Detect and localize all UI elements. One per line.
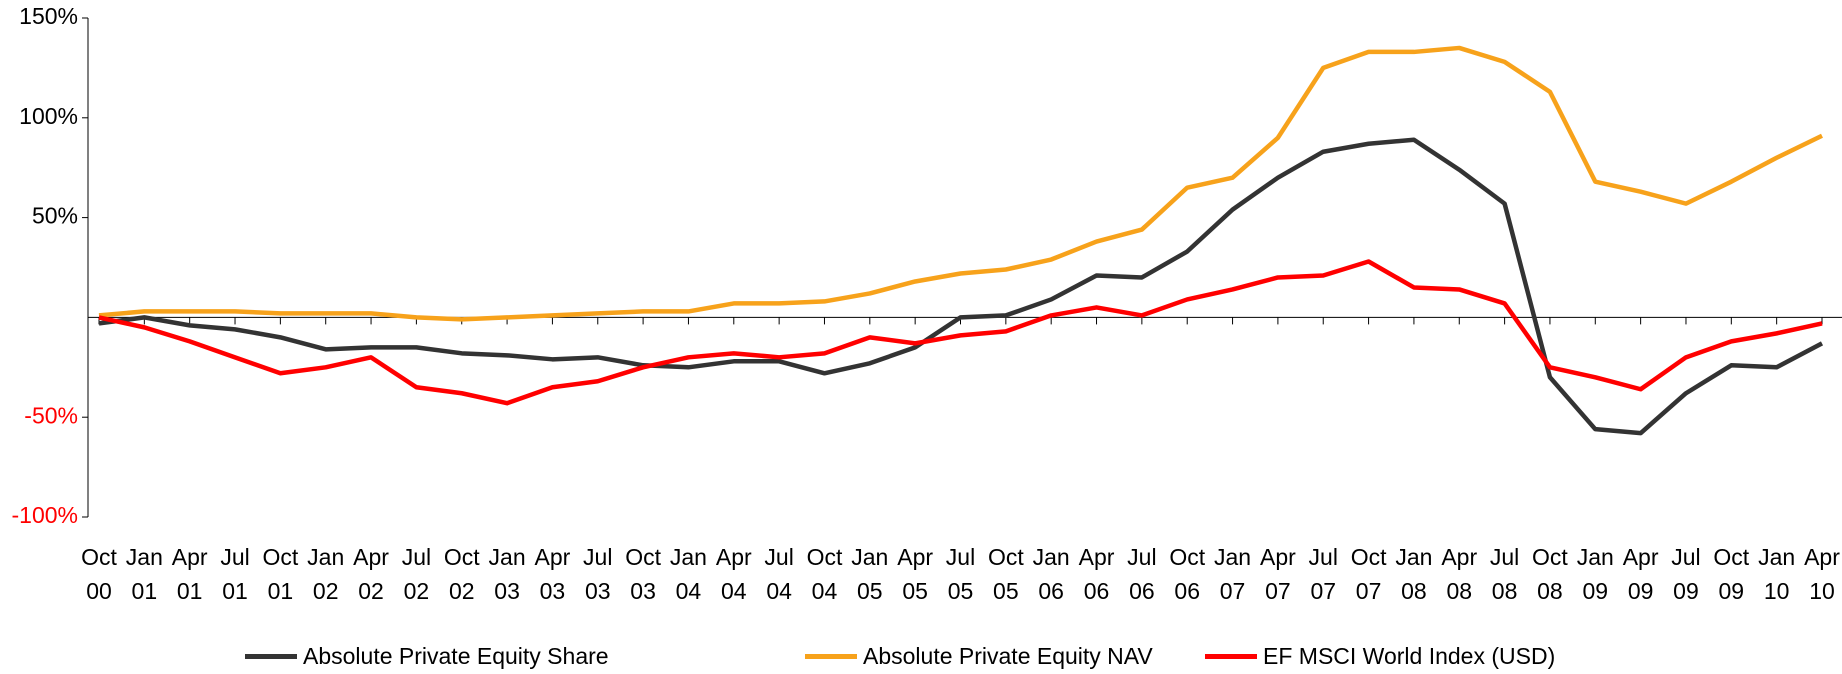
x-tick-label: Jul 09 — [1671, 544, 1701, 604]
x-tick-label: Oct 08 — [1532, 544, 1568, 604]
x-tick-label: Oct 07 — [1350, 544, 1387, 604]
x-tick-label: Jul 07 — [1308, 544, 1338, 604]
x-tick-label: Jan 03 — [488, 544, 526, 604]
x-tick-label: Oct 01 — [262, 544, 299, 604]
x-tick-label: Jan 06 — [1032, 544, 1070, 604]
y-tick-label: 100% — [19, 103, 78, 129]
x-tick-label: Apr 04 — [715, 544, 752, 604]
x-tick-label: Jul 02 — [401, 544, 432, 604]
x-tick-label: Apr 10 — [1804, 544, 1840, 604]
x-tick-label: Apr 05 — [897, 544, 934, 604]
legend-label: EF MSCI World Index (USD) — [1263, 643, 1556, 669]
x-tick-label: Jul 08 — [1489, 544, 1520, 604]
y-tick-label: 150% — [19, 3, 78, 29]
legend-item: Absolute Private Equity Share — [245, 643, 609, 670]
legend-swatch — [1205, 654, 1257, 659]
y-tick-label: 50% — [32, 203, 78, 229]
series-line — [98, 137, 1824, 436]
x-tick-label: Oct 02 — [443, 544, 480, 604]
legend-label: Absolute Private Equity NAV — [863, 643, 1153, 669]
series-line — [98, 259, 1823, 406]
legend-item: Absolute Private Equity NAV — [805, 643, 1153, 670]
x-tick-label: Jan 01 — [125, 544, 163, 604]
x-tick-label: Jul 06 — [1127, 544, 1157, 604]
x-tick-label: Oct 04 — [806, 544, 843, 604]
x-tick-label: Apr 08 — [1441, 544, 1478, 604]
x-tick-label: Apr 09 — [1622, 544, 1659, 604]
x-tick-label: Jan 02 — [307, 544, 345, 604]
x-tick-label: Oct 00 — [81, 544, 117, 604]
legend-swatch — [805, 654, 857, 659]
x-tick-label: Jan 05 — [851, 544, 889, 604]
x-tick-label: Jul 01 — [220, 544, 250, 604]
legend-item: EF MSCI World Index (USD) — [1205, 643, 1555, 670]
x-tick-label: Jul 04 — [764, 544, 794, 604]
x-tick-label: Oct 05 — [987, 544, 1024, 604]
x-tick-label: Jan 10 — [1758, 544, 1796, 604]
x-tick-label: Jan 09 — [1576, 544, 1614, 604]
x-tick-label: Apr 01 — [171, 544, 208, 604]
x-tick-label: Oct 06 — [1169, 544, 1206, 604]
x-tick-label: Apr 02 — [353, 544, 389, 604]
series-line — [98, 45, 1823, 322]
x-tick-label: Jan 08 — [1395, 544, 1433, 604]
legend-swatch — [245, 654, 297, 659]
x-tick-label: Jan 04 — [669, 544, 707, 604]
x-tick-label: Oct 03 — [625, 544, 661, 604]
y-tick-label: -100% — [12, 502, 78, 528]
x-tick-label: Apr 07 — [1259, 544, 1296, 604]
x-tick-label: Apr 03 — [534, 544, 571, 604]
x-tick-label: Apr 06 — [1078, 544, 1115, 604]
x-tick-label: Jul 05 — [945, 544, 976, 604]
x-tick-label: Jan 07 — [1214, 544, 1252, 604]
x-tick-label: Jul 03 — [583, 544, 613, 604]
legend-label: Absolute Private Equity Share — [303, 643, 609, 669]
x-tick-label: Oct 09 — [1713, 544, 1750, 604]
y-tick-label: -50% — [24, 402, 78, 428]
